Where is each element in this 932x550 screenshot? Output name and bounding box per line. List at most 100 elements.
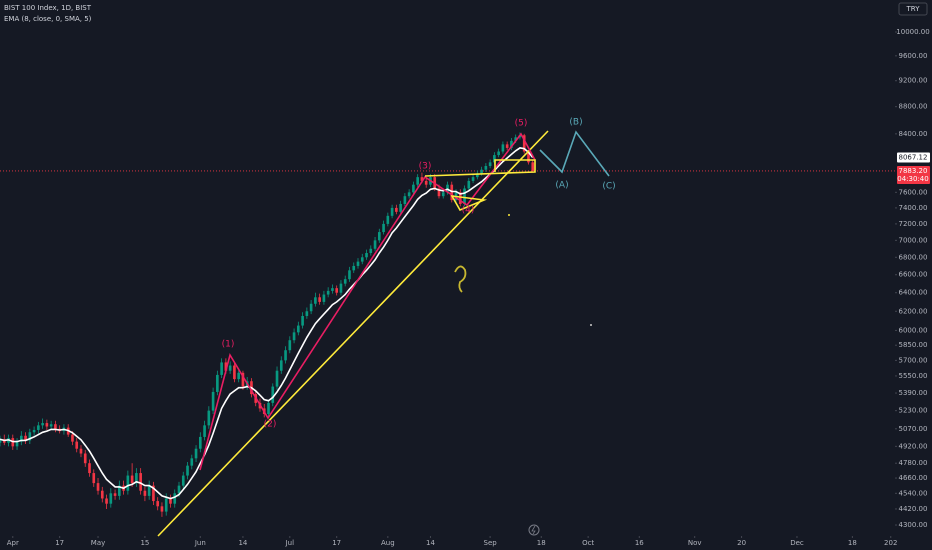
candle-body <box>424 180 428 185</box>
x-tick-label: Dec <box>790 539 804 547</box>
wave-label: (B) <box>569 118 582 128</box>
currency[interactable]: TRY <box>906 5 921 13</box>
candle-body <box>92 473 96 484</box>
candle-body <box>335 288 339 293</box>
x-tick-label: 16 <box>635 539 644 547</box>
candle-body <box>484 166 488 170</box>
candle-body <box>28 432 32 441</box>
candle-body <box>164 498 168 512</box>
candle-body <box>505 144 509 148</box>
candle-body <box>118 485 121 496</box>
candle-body <box>194 448 198 459</box>
candle-body <box>309 303 313 312</box>
candle-body <box>390 207 394 216</box>
candle-body <box>450 184 454 201</box>
y-tick-label: 6600.00 <box>899 271 928 279</box>
y-tick-label: 6800.00 <box>899 253 928 261</box>
candle-body <box>105 498 108 504</box>
candle-body <box>181 475 185 486</box>
candle-body <box>382 223 385 233</box>
currency-box[interactable] <box>898 2 928 16</box>
y-tick-label: 5550.00 <box>899 372 928 380</box>
x-tick-label: Sep <box>484 539 498 547</box>
candle-body <box>100 490 104 499</box>
candle-body <box>152 485 155 502</box>
candle-body <box>190 458 194 466</box>
candle-body <box>458 192 462 204</box>
candle-body <box>130 475 134 484</box>
candle-body <box>156 501 160 507</box>
x-tick-label: Aug <box>381 539 395 547</box>
candle-body <box>510 140 513 148</box>
candle-body <box>301 315 304 326</box>
y-tick-label: 5850.00 <box>899 341 928 349</box>
replay-icon[interactable] <box>531 525 536 535</box>
candle-body <box>126 475 130 491</box>
candle-body <box>318 297 321 302</box>
wave-label: (2) <box>264 420 277 430</box>
candle-body <box>211 391 215 411</box>
candle-body <box>531 162 535 171</box>
candle-body <box>352 265 356 271</box>
trend-line <box>157 130 549 537</box>
wave-label: (4) <box>462 206 475 216</box>
question-drawing <box>454 265 467 293</box>
x-tick-label: May <box>91 539 105 547</box>
candle-body <box>348 270 351 280</box>
candle-body <box>403 196 407 204</box>
candle-body <box>71 434 74 442</box>
candle-body <box>113 493 117 496</box>
candle-body <box>493 155 496 163</box>
range-box <box>424 159 536 177</box>
candle-body <box>237 372 240 380</box>
candle-body <box>88 463 91 474</box>
candle-body <box>527 151 530 163</box>
y-tick-label: 6200.00 <box>899 307 928 315</box>
candle-body <box>467 180 471 189</box>
y-tick-label: 4540.00 <box>899 489 928 497</box>
candle-body <box>139 473 142 491</box>
triangle <box>450 195 488 212</box>
indicator-legend: EMA (8, close, 0, SMA, 5) <box>4 15 92 23</box>
y-tick-label: 5230.00 <box>899 407 928 415</box>
candle-body <box>271 386 275 403</box>
candle-body <box>377 232 381 241</box>
candle-body <box>356 261 360 266</box>
dot <box>590 324 592 326</box>
candle-body <box>284 350 287 361</box>
candle-body <box>15 441 19 447</box>
candle-body <box>395 207 398 212</box>
x-tick-label: 14 <box>238 539 247 547</box>
y-tick-label: 7200.00 <box>899 220 928 228</box>
candle-body <box>420 177 424 181</box>
replay-icon[interactable] <box>528 524 540 536</box>
candle-body <box>399 203 402 212</box>
candle-body <box>322 294 326 302</box>
y-tick-label: 4660.00 <box>899 474 928 482</box>
candle-body <box>241 372 245 387</box>
y-tick-label: 10000.00 <box>896 28 929 36</box>
candle-body <box>314 297 317 304</box>
candle-body <box>135 473 138 484</box>
x-tick-label: 14 <box>426 539 435 547</box>
candle-body <box>203 425 206 437</box>
candle-body <box>501 144 505 152</box>
candle-body <box>331 288 334 291</box>
candle-body <box>463 188 466 204</box>
candle-body <box>160 506 164 512</box>
x-tick-label: Nov <box>688 539 702 547</box>
candle-body <box>275 370 279 387</box>
candle-body <box>488 162 492 167</box>
wave-label: (3) <box>419 162 432 172</box>
y-tick-label: 7400.00 <box>899 204 928 212</box>
last-price-label: 7883.20 <box>899 167 928 175</box>
candle-body <box>169 498 172 504</box>
candle-body <box>228 365 232 371</box>
candle-body <box>173 493 177 504</box>
chart-title: BIST 100 Index, 1D, BIST <box>4 4 92 12</box>
wave-line <box>199 132 536 471</box>
countdown: 04:30:40 <box>897 175 928 183</box>
candle-body <box>437 188 441 197</box>
x-tick-label: 15 <box>140 539 149 547</box>
x-tick-label: 20 <box>737 539 746 547</box>
